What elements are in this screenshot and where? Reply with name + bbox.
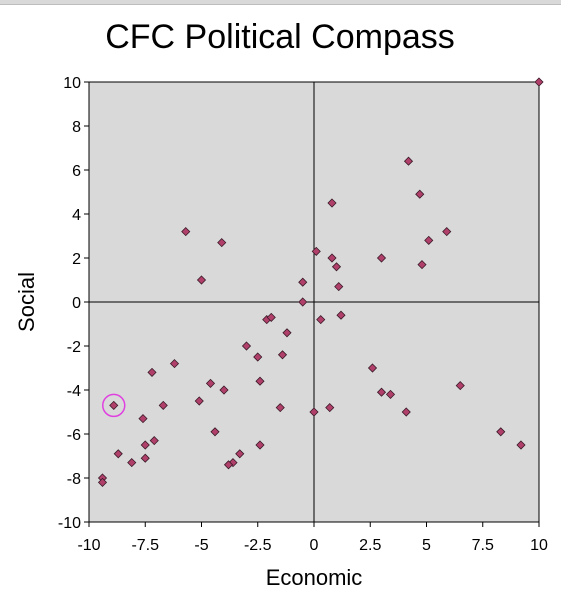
x-axis-label: Economic (266, 565, 363, 590)
x-tick-label: 7.5 (472, 537, 494, 554)
x-tick-label: 10 (530, 537, 548, 554)
x-tick-label: 5 (422, 537, 431, 554)
y-tick-label: -6 (67, 427, 81, 444)
chart-title: CFC Political Compass (105, 18, 455, 56)
y-axis-ticks: 10 8 6 4 2 0 -2 -4 -6 -8 -10 (58, 75, 89, 532)
x-tick-label: -10 (77, 537, 100, 554)
y-tick-label: -4 (67, 383, 81, 400)
y-tick-label: -8 (67, 471, 81, 488)
x-tick-label: -7.5 (131, 537, 159, 554)
y-tick-label: 4 (72, 207, 81, 224)
x-tick-label: 0 (310, 537, 319, 554)
y-axis-label: Social (14, 272, 39, 332)
y-tick-label: -2 (67, 339, 81, 356)
x-tick-label: -2.5 (244, 537, 272, 554)
top-window-strip (0, 0, 561, 5)
y-tick-label: 0 (72, 295, 81, 312)
y-tick-label: -10 (58, 515, 81, 532)
x-tick-label: 2.5 (359, 537, 381, 554)
y-tick-label: 6 (72, 163, 81, 180)
y-tick-label: 10 (63, 75, 81, 92)
x-tick-label: -5 (194, 537, 208, 554)
x-axis-ticks: -10 -7.5 -5 -2.5 0 2.5 5 7.5 10 (77, 522, 548, 554)
y-tick-label: 2 (72, 251, 81, 268)
y-tick-label: 8 (72, 119, 81, 136)
